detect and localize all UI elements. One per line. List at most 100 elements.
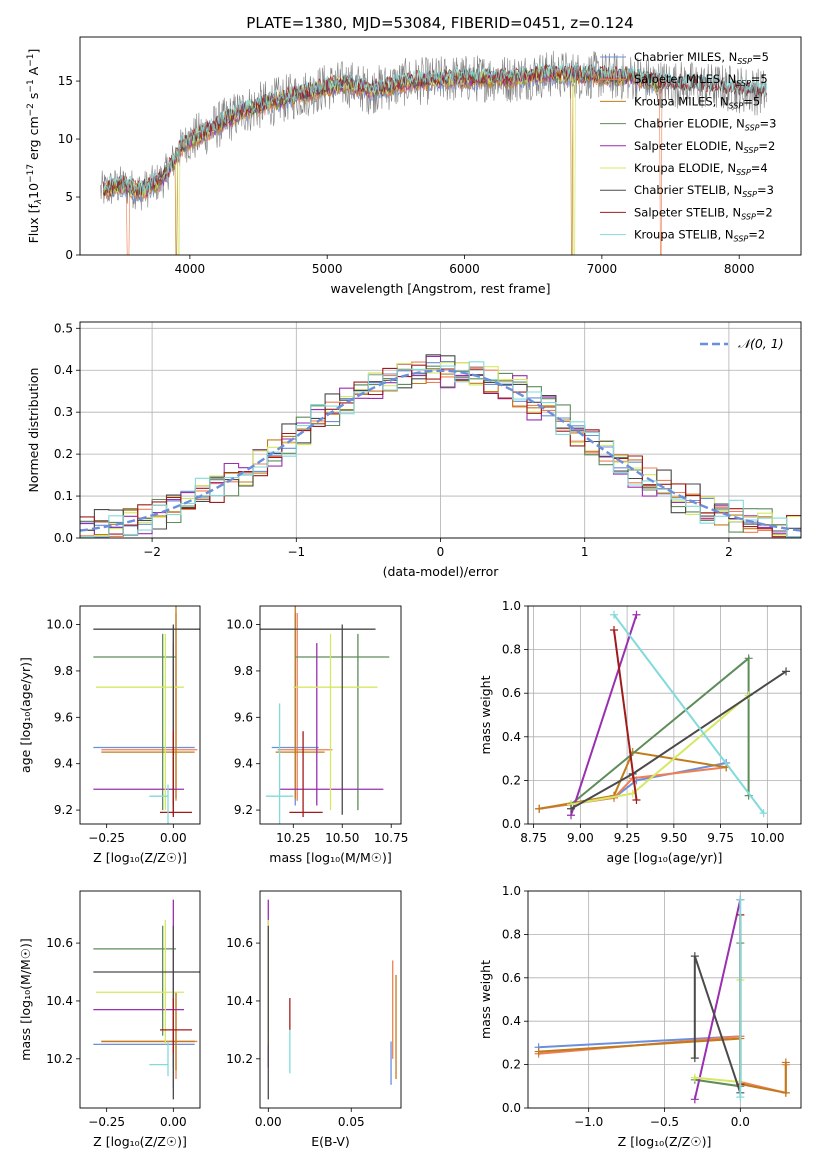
y-tick-label: 0.4 (502, 1014, 521, 1028)
x-tick-label: 9.50 (660, 831, 687, 845)
legend-label: Kroupa ELODIE, N (634, 161, 736, 175)
y-tick-label: 10.4 (46, 994, 73, 1008)
y-tick-label: 0.8 (502, 643, 521, 657)
y-tick-label: 15 (58, 74, 73, 88)
x-axis-label: (data-model)/error (383, 564, 500, 579)
residuals-panel: −2 −1 0 1 2 0.0 0.1 0.2 0.3 0.4 0.5 (data-model)/er… (26, 321, 802, 579)
y-tick-label: 9.6 (54, 710, 73, 724)
weight-point-marker (535, 804, 544, 813)
y-axis-label: mass weight (478, 675, 493, 754)
weight-point-marker (610, 625, 619, 634)
x-tick-label: 8.75 (520, 831, 547, 845)
legend-entry: Kroupa MILES, NSSP=5 (634, 94, 760, 110)
x-tick-label: −2 (143, 545, 161, 559)
weight_vs_Z-panel: −1.0 −0.5 0.0 0.0 0.2 0.4 0.6 0.8 1.0 Z [log₁₀(Z/… (478, 884, 802, 1149)
legend-eq: =3 (760, 117, 777, 131)
x-axis-label: Z [log₁₀(Z/Z☉)] (93, 850, 187, 865)
spectrum-panel: 4000 5000 6000 7000 8000 0 5 10 15 wavelength [An… (26, 36, 802, 296)
y-label-part: −2 (26, 103, 36, 116)
x-tick-label: 10.25 (276, 831, 310, 845)
legend-sub: SSP (741, 212, 756, 221)
y-label-part: −17 (26, 164, 36, 183)
spectrum-model-line (102, 62, 768, 194)
weight-line (538, 1035, 741, 1049)
weight-line (613, 629, 638, 801)
weight_vs_age-panel: 8.75 9.00 9.25 9.50 9.75 10.00 0.0 0.2 0.4 0.6 0.8… (478, 599, 802, 865)
y-tick-label: 1.0 (502, 884, 521, 898)
x-tick-label: 5000 (312, 262, 343, 276)
y-label-part: −1 (26, 54, 36, 67)
x-axis-label: Z [log₁₀(Z/Z☉)] (93, 1134, 187, 1149)
axes-frame (259, 605, 402, 825)
y-tick-label: 10.6 (46, 936, 73, 950)
x-tick-label: 1 (581, 545, 589, 559)
x-axis-label: Z [log₁₀(Z/Z☉)] (618, 1134, 712, 1149)
legend-eq: =2 (758, 139, 775, 153)
weight-point-marker (744, 654, 753, 663)
normal-curve-line (79, 369, 802, 532)
legend-label: Chabrier STELIB, N (634, 183, 742, 197)
legend-eq: =5 (752, 50, 769, 64)
axes-frame (79, 605, 201, 825)
legend-entry: Chabrier ELODIE, NSSP=3 (634, 117, 776, 133)
y-tick-label: 9.4 (234, 757, 253, 771)
axes-frame (79, 321, 802, 539)
weight-point-marker (534, 1047, 543, 1056)
axes-frame (259, 890, 402, 1109)
x-tick-label: 8000 (724, 262, 755, 276)
axes-frame (527, 890, 802, 1109)
legend-eq: =2 (756, 205, 773, 219)
legend-label: Chabrier ELODIE, N (634, 117, 745, 131)
legend-sub: SSP (744, 146, 759, 155)
weight-point-marker (567, 804, 576, 813)
spectrum-model-line (102, 65, 665, 255)
y-label-part: ] (26, 49, 41, 54)
legend-label: Salpeter STELIB, N (634, 205, 741, 219)
x-tick-label: 10.50 (325, 831, 359, 845)
x-tick-label: −0.25 (88, 831, 125, 845)
legend-eq: =3 (757, 183, 774, 197)
y-axis-label: Normed distribution (26, 368, 41, 493)
legend-sub: SSP (736, 79, 751, 88)
x-tick-label: −0.5 (650, 1115, 679, 1129)
y-tick-label: 0.5 (54, 321, 73, 335)
weight-point-marker (610, 610, 619, 619)
y-tick-label: 9.6 (234, 710, 253, 724)
legend-eq: =2 (748, 228, 765, 242)
y-label-part: erg cm (26, 116, 41, 164)
y-tick-label: 1.0 (502, 599, 521, 613)
legend-sub: SSP (737, 57, 752, 66)
y-tick-label: 9.4 (54, 757, 73, 771)
x-tick-label: 10.75 (374, 831, 408, 845)
legend-entry: Chabrier MILES, NSSP=5 (634, 50, 769, 66)
y-axis-label: mass [log₁₀(M/M☉)] (18, 938, 33, 1060)
y-tick-label: 0.4 (54, 363, 73, 377)
weight-line (570, 694, 750, 806)
x-tick-label: 10.00 (750, 831, 784, 845)
weight-point-marker (759, 809, 768, 818)
y-label-part: Flux [f (26, 204, 41, 244)
y-tick-label: 10.4 (226, 994, 253, 1008)
x-tick-label: 9.00 (567, 831, 594, 845)
legend-eq: =5 (751, 72, 768, 86)
y-tick-label: 0.2 (502, 773, 521, 787)
legend-label: Salpeter MILES, N (634, 72, 736, 86)
y-axis-label: mass weight (478, 960, 493, 1039)
weight-point-marker (736, 1093, 745, 1102)
y-tick-label: 0.1 (54, 489, 73, 503)
legend-eq: =5 (743, 94, 760, 108)
weight-point-marker (690, 952, 699, 961)
weight-point-marker (781, 1058, 790, 1067)
x-axis-label: wavelength [Angstrom, rest frame] (330, 281, 550, 296)
weight-point-marker (690, 1054, 699, 1063)
y-tick-label: 9.8 (54, 664, 73, 678)
y-tick-label: 10 (58, 132, 73, 146)
y-tick-label: 0.0 (502, 1101, 521, 1115)
histogram-step-line (80, 361, 801, 538)
weight-line (570, 614, 638, 816)
y-tick-label: 0.3 (54, 405, 73, 419)
y-tick-label: 0.0 (54, 531, 73, 545)
x-tick-label: −1 (287, 545, 305, 559)
